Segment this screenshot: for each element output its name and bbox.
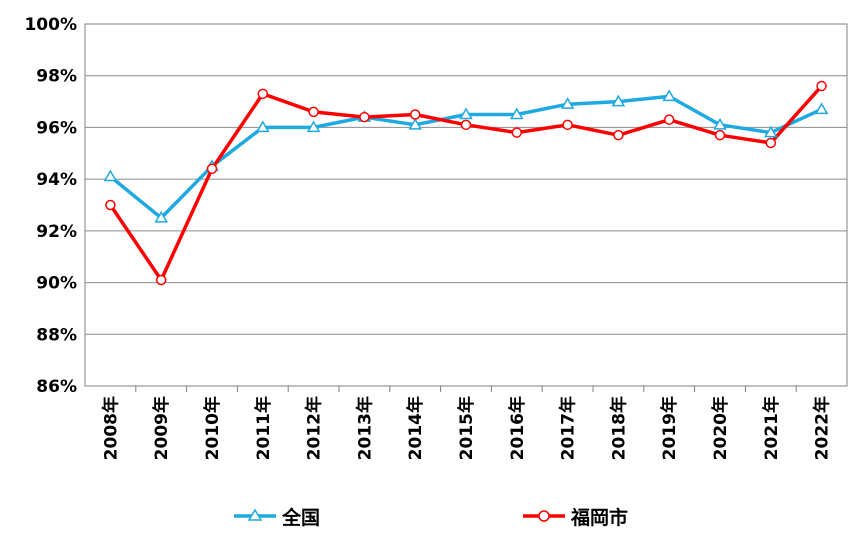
data-point-triangle	[459, 107, 473, 120]
legend-item-fukuoka: 福岡市	[521, 498, 628, 534]
data-point-circle	[257, 88, 269, 100]
x-tick-label: 2018年	[608, 396, 629, 460]
y-tick-label: 96%	[36, 118, 77, 138]
x-tick-label: 2008年	[100, 396, 121, 460]
data-point-circle	[308, 106, 319, 118]
data-point-circle	[562, 119, 573, 131]
data-point-circle	[105, 199, 116, 211]
x-tick-label: 2019年	[659, 396, 680, 460]
x-tick-label: 2020年	[710, 396, 731, 460]
x-tick-label: 2014年	[405, 396, 426, 460]
data-point-circle	[613, 129, 624, 141]
legend: 全国 福岡市	[0, 498, 858, 534]
legend-label-national: 全国	[282, 506, 321, 529]
y-axis-ticks: 86% 88% 90% 92% 94% 96% 98% 100%	[24, 15, 77, 397]
data-point-circle	[765, 137, 777, 149]
data-point-triangle	[662, 89, 677, 102]
data-point-circle	[206, 163, 218, 175]
data-point-triangle	[509, 107, 524, 120]
data-point-circle	[409, 109, 421, 120]
data-point-circle	[511, 127, 523, 138]
x-tick-label: 2010年	[202, 396, 223, 460]
data-point-triangle	[103, 169, 118, 182]
y-tick-label: 94%	[36, 170, 77, 190]
legend-swatch-triangle-icon	[234, 508, 276, 521]
data-point-circle	[714, 129, 726, 141]
series-group	[103, 80, 829, 286]
legend-label-fukuoka: 福岡市	[571, 506, 629, 529]
data-point-circle	[155, 274, 167, 286]
x-tick-label: 2016年	[507, 396, 528, 460]
y-tick-label: 90%	[36, 274, 77, 294]
x-tick-label: 2009年	[151, 396, 172, 460]
x-tick-label: 2012年	[304, 396, 325, 460]
data-point-triangle	[763, 125, 778, 138]
data-point-circle	[359, 111, 370, 123]
data-point-circle	[460, 119, 472, 131]
data-point-triangle	[611, 94, 626, 107]
data-point-circle	[816, 80, 827, 92]
plot-area-border	[84, 23, 848, 387]
y-tick-label: 86%	[36, 377, 77, 397]
y-tick-label: 88%	[36, 325, 77, 345]
x-tick-label: 2013年	[354, 396, 375, 460]
data-point-triangle	[154, 210, 169, 223]
legend-item-national: 全国	[232, 498, 320, 534]
line-chart: 86% 88% 90% 92% 94% 96% 98% 100% 2008年 2009年 2010…	[24, 15, 848, 460]
data-point-triangle	[306, 120, 321, 133]
x-tick-label: 2017年	[558, 396, 579, 460]
data-point-triangle	[814, 102, 829, 115]
y-tick-label: 98%	[36, 67, 77, 87]
x-tick-label: 2022年	[812, 396, 833, 460]
y-tick-label: 92%	[36, 222, 77, 242]
y-tick-label: 100%	[24, 15, 77, 35]
x-axis-ticks: 2008年 2009年 2010年 2011年 2012年 2013年 2014年 2015年…	[100, 386, 833, 460]
gridlines	[85, 23, 847, 387]
legend-swatch-circle-icon	[523, 510, 565, 522]
x-tick-label: 2015年	[456, 396, 477, 460]
x-tick-label: 2021年	[761, 396, 782, 460]
data-point-triangle	[408, 117, 423, 130]
data-point-triangle	[255, 120, 270, 133]
data-point-triangle	[713, 117, 727, 130]
x-tick-label: 2011年	[253, 396, 274, 460]
data-point-triangle	[560, 97, 575, 109]
data-point-circle	[663, 114, 675, 125]
